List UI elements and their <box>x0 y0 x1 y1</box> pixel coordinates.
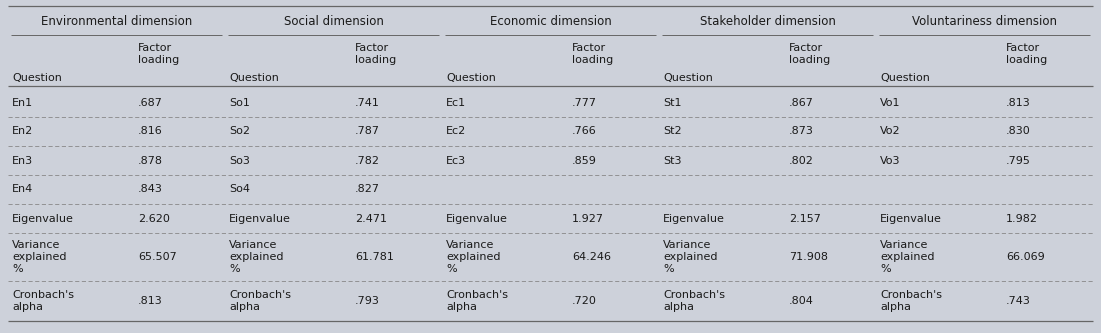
Text: Ec2: Ec2 <box>446 127 466 137</box>
Text: .827: .827 <box>355 184 380 194</box>
Text: Question: Question <box>663 73 712 83</box>
Text: .878: .878 <box>138 156 163 166</box>
Text: Cronbach's
alpha: Cronbach's alpha <box>12 290 74 312</box>
Text: .873: .873 <box>788 127 814 137</box>
Text: En1: En1 <box>12 98 33 108</box>
Text: St1: St1 <box>663 98 682 108</box>
Text: .802: .802 <box>788 156 814 166</box>
Text: .813: .813 <box>138 296 163 306</box>
Text: Variance
explained
%: Variance explained % <box>446 240 501 274</box>
Text: So4: So4 <box>229 184 250 194</box>
Text: Question: Question <box>446 73 495 83</box>
Text: .843: .843 <box>138 184 163 194</box>
Text: Factor
loading: Factor loading <box>788 43 830 65</box>
Text: Variance
explained
%: Variance explained % <box>229 240 283 274</box>
Text: Cronbach's
alpha: Cronbach's alpha <box>880 290 942 312</box>
Text: .766: .766 <box>571 127 597 137</box>
Text: .867: .867 <box>788 98 814 108</box>
Text: So1: So1 <box>229 98 250 108</box>
Text: Stakeholder dimension: Stakeholder dimension <box>699 15 836 28</box>
Text: Factor
loading: Factor loading <box>355 43 396 65</box>
Text: .720: .720 <box>571 296 597 306</box>
Text: Environmental dimension: Environmental dimension <box>41 15 193 28</box>
Text: So3: So3 <box>229 156 250 166</box>
Text: Question: Question <box>880 73 930 83</box>
Text: So2: So2 <box>229 127 250 137</box>
Text: Social dimension: Social dimension <box>284 15 383 28</box>
Text: .859: .859 <box>571 156 597 166</box>
Text: Cronbach's
alpha: Cronbach's alpha <box>663 290 724 312</box>
Text: Variance
explained
%: Variance explained % <box>663 240 718 274</box>
Text: St3: St3 <box>663 156 682 166</box>
Text: Cronbach's
alpha: Cronbach's alpha <box>446 290 508 312</box>
Text: Eigenvalue: Eigenvalue <box>663 213 724 223</box>
Text: .741: .741 <box>355 98 380 108</box>
Text: .687: .687 <box>138 98 163 108</box>
Text: Factor
loading: Factor loading <box>1006 43 1047 65</box>
Text: 2.620: 2.620 <box>138 213 170 223</box>
Text: Voluntariness dimension: Voluntariness dimension <box>912 15 1057 28</box>
Text: Vo2: Vo2 <box>880 127 901 137</box>
Text: 66.069: 66.069 <box>1006 252 1045 262</box>
Text: Eigenvalue: Eigenvalue <box>229 213 291 223</box>
Text: .782: .782 <box>355 156 380 166</box>
Text: 2.157: 2.157 <box>788 213 820 223</box>
Text: 61.781: 61.781 <box>355 252 394 262</box>
Text: Ec1: Ec1 <box>446 98 466 108</box>
Text: 1.982: 1.982 <box>1006 213 1038 223</box>
Text: Eigenvalue: Eigenvalue <box>880 213 941 223</box>
Text: St2: St2 <box>663 127 682 137</box>
Text: Eigenvalue: Eigenvalue <box>12 213 74 223</box>
Text: Ec3: Ec3 <box>446 156 466 166</box>
Text: En4: En4 <box>12 184 33 194</box>
Text: .777: .777 <box>571 98 597 108</box>
Text: Vo1: Vo1 <box>880 98 901 108</box>
Text: 2.471: 2.471 <box>355 213 386 223</box>
Text: 71.908: 71.908 <box>788 252 828 262</box>
Text: Variance
explained
%: Variance explained % <box>880 240 935 274</box>
Text: 1.927: 1.927 <box>571 213 603 223</box>
Text: Question: Question <box>229 73 279 83</box>
Text: Eigenvalue: Eigenvalue <box>446 213 508 223</box>
Text: .816: .816 <box>138 127 163 137</box>
Text: .793: .793 <box>355 296 380 306</box>
Text: .743: .743 <box>1006 296 1031 306</box>
Text: 64.246: 64.246 <box>571 252 611 262</box>
Text: Economic dimension: Economic dimension <box>490 15 611 28</box>
Text: .813: .813 <box>1006 98 1031 108</box>
Text: En3: En3 <box>12 156 33 166</box>
Text: .804: .804 <box>788 296 814 306</box>
Text: .830: .830 <box>1006 127 1031 137</box>
Text: Factor
loading: Factor loading <box>138 43 179 65</box>
Text: 65.507: 65.507 <box>138 252 176 262</box>
Text: Cronbach's
alpha: Cronbach's alpha <box>229 290 291 312</box>
Text: .787: .787 <box>355 127 380 137</box>
Text: En2: En2 <box>12 127 33 137</box>
Text: .795: .795 <box>1006 156 1031 166</box>
Text: Factor
loading: Factor loading <box>571 43 613 65</box>
Text: Question: Question <box>12 73 62 83</box>
Text: Variance
explained
%: Variance explained % <box>12 240 66 274</box>
Text: Vo3: Vo3 <box>880 156 901 166</box>
